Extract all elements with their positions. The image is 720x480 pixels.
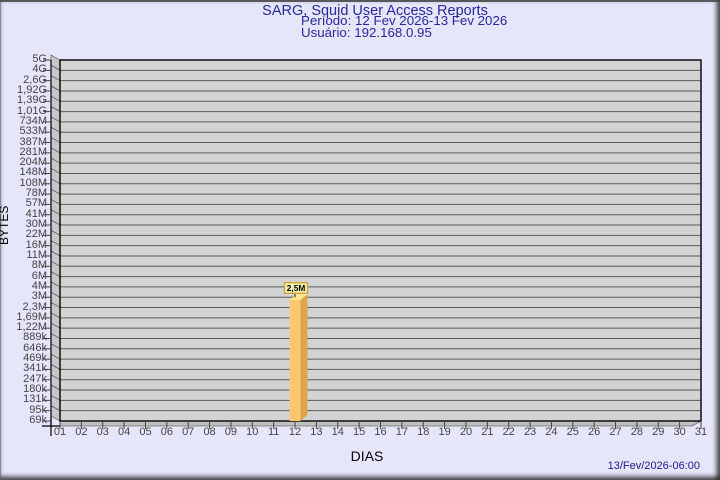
svg-text:2,5M: 2,5M (287, 283, 306, 293)
